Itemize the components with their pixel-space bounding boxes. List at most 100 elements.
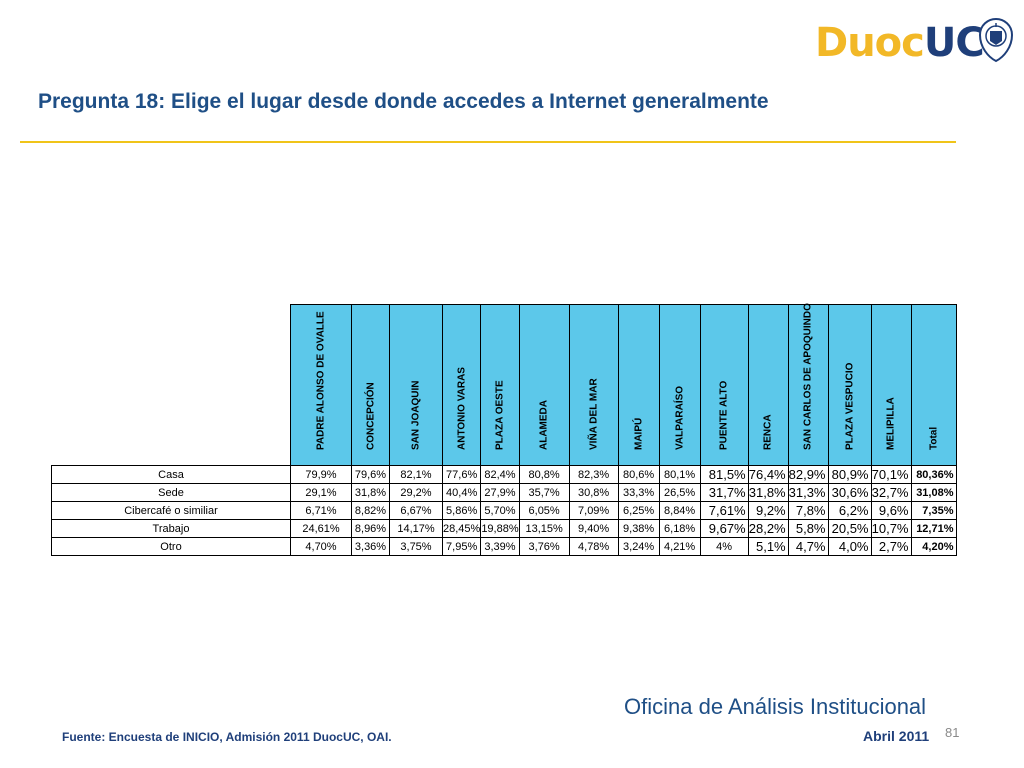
logo-wordmark: DuocUC <box>815 19 985 67</box>
table-cell: 19,88% <box>480 519 520 538</box>
table-cell: 2,7% <box>870 537 912 556</box>
row-label: Casa <box>51 465 291 484</box>
table-cell: 79,9% <box>290 465 352 484</box>
total-cell: 4,20% <box>910 537 957 556</box>
table-cell: 29,2% <box>389 483 443 502</box>
row-label: Sede <box>51 483 291 502</box>
table-cell: 3,75% <box>389 537 443 556</box>
table-cell: 35,7% <box>518 483 570 502</box>
table-cell: 9,40% <box>568 519 619 538</box>
table-row: Sede 29,1% 31,8% 29,2% 40,4% 27,9% 35,7%… <box>51 483 957 502</box>
row-label: Cibercafé o similiar <box>51 501 291 520</box>
row-label: Trabajo <box>51 519 291 538</box>
table-cell: 76,4% <box>747 465 789 484</box>
table-cell: 80,8% <box>518 465 570 484</box>
table-cell: 70,1% <box>870 465 912 484</box>
table-cell: 4,7% <box>787 537 829 556</box>
column-header: VALPARAÍSO <box>658 304 701 466</box>
table-row: Otro 4,70% 3,36% 3,75% 7,95% 3,39% 3,76%… <box>51 537 957 556</box>
total-cell: 80,36% <box>910 465 957 484</box>
column-header: ANTONIO VARAS <box>441 304 482 466</box>
table-cell: 9,67% <box>699 519 749 538</box>
table-cell: 20,5% <box>827 519 872 538</box>
table-cell: 82,4% <box>480 465 520 484</box>
table-cell: 32,7% <box>870 483 912 502</box>
column-header: SAN CARLOS DE APOQUINDO <box>787 303 829 466</box>
table-header-row: PADRE ALONSO DE OVALLE CONCEPCIÓN SAN JO… <box>51 303 957 466</box>
table-cell: 3,39% <box>480 537 520 556</box>
total-cell: 7,35% <box>910 501 957 520</box>
table-row: Trabajo 24,61% 8,96% 14,17% 28,45% 19,88… <box>51 519 957 538</box>
table-cell: 5,8% <box>787 519 829 538</box>
table-cell: 13,15% <box>518 519 570 538</box>
table-cell: 31,7% <box>699 483 749 502</box>
source-note: Fuente: Encuesta de INICIO, Admisión 201… <box>62 730 392 744</box>
row-label: Otro <box>51 537 291 556</box>
table-cell: 31,8% <box>351 483 390 502</box>
table-cell: 6,2% <box>827 501 872 520</box>
column-header: CONCEPCIÓN <box>351 304 390 466</box>
table-cell: 4,21% <box>658 537 701 556</box>
table-cell: 82,3% <box>568 465 619 484</box>
table-cell: 7,61% <box>699 501 749 520</box>
university-seal-icon <box>978 17 1014 63</box>
total-cell: 12,71% <box>910 519 957 538</box>
table-cell: 80,9% <box>827 465 872 484</box>
table-cell: 40,4% <box>441 483 482 502</box>
logo-uc-text: UC <box>923 20 985 66</box>
results-table: PADRE ALONSO DE OVALLE CONCEPCIÓN SAN JO… <box>51 303 957 556</box>
page-number: 81 <box>945 725 960 740</box>
table-cell: 8,84% <box>658 501 701 520</box>
table-cell: 4,70% <box>290 537 352 556</box>
table-cell: 81,5% <box>699 465 749 484</box>
table-cell: 31,3% <box>787 483 829 502</box>
duocuc-logo: DuocUC <box>815 15 1015 67</box>
table-cell: 82,9% <box>787 465 829 484</box>
table-cell: 6,71% <box>290 501 352 520</box>
column-header: MELIPILLA <box>870 304 912 466</box>
table-cell: 80,1% <box>658 465 701 484</box>
table-cell: 27,9% <box>480 483 520 502</box>
column-header-total: Total <box>910 304 957 466</box>
column-header: PUENTE ALTO <box>699 304 749 466</box>
column-header: PADRE ALONSO DE OVALLE <box>290 304 352 466</box>
column-header: MAIPÚ <box>617 304 660 466</box>
table-cell: 7,09% <box>568 501 619 520</box>
table-cell: 3,24% <box>617 537 660 556</box>
table-cell: 6,25% <box>617 501 660 520</box>
table-cell: 4,0% <box>827 537 872 556</box>
table-cell: 79,6% <box>351 465 390 484</box>
column-header: RENCA <box>747 304 789 466</box>
column-header: PLAZA OESTE <box>480 304 520 466</box>
table-cell: 82,1% <box>389 465 443 484</box>
table-cell: 4% <box>699 537 749 556</box>
table-cell: 9,2% <box>747 501 789 520</box>
table-cell: 29,1% <box>290 483 352 502</box>
column-header: ALAMEDA <box>518 304 570 466</box>
column-header: VIÑA DEL MAR <box>568 304 619 466</box>
table-cell: 28,2% <box>747 519 789 538</box>
table-cell: 6,67% <box>389 501 443 520</box>
office-name: Oficina de Análisis Institucional <box>624 694 927 719</box>
table-cell: 9,6% <box>870 501 912 520</box>
table-cell: 80,6% <box>617 465 660 484</box>
table-cell: 8,96% <box>351 519 390 538</box>
total-cell: 31,08% <box>910 483 957 502</box>
table-cell: 7,8% <box>787 501 829 520</box>
table-cell: 7,95% <box>441 537 482 556</box>
table-cell: 9,38% <box>617 519 660 538</box>
table-cell: 5,86% <box>441 501 482 520</box>
table-corner <box>51 304 291 466</box>
column-header: PLAZA VESPUCIO <box>827 304 872 466</box>
date-label: Abril 2011 <box>863 728 930 744</box>
table-cell: 5,70% <box>480 501 520 520</box>
table-row: Cibercafé o similiar 6,71% 8,82% 6,67% 5… <box>51 501 957 520</box>
table-row: Casa 79,9% 79,6% 82,1% 77,6% 82,4% 80,8%… <box>51 465 957 484</box>
table-cell: 14,17% <box>389 519 443 538</box>
table-cell: 30,8% <box>568 483 619 502</box>
table-cell: 77,6% <box>441 465 482 484</box>
title-divider <box>20 141 956 143</box>
column-header: SAN JOAQUIN <box>389 304 443 466</box>
table-cell: 30,6% <box>827 483 872 502</box>
page-title: Pregunta 18: Elige el lugar desde donde … <box>38 90 769 113</box>
